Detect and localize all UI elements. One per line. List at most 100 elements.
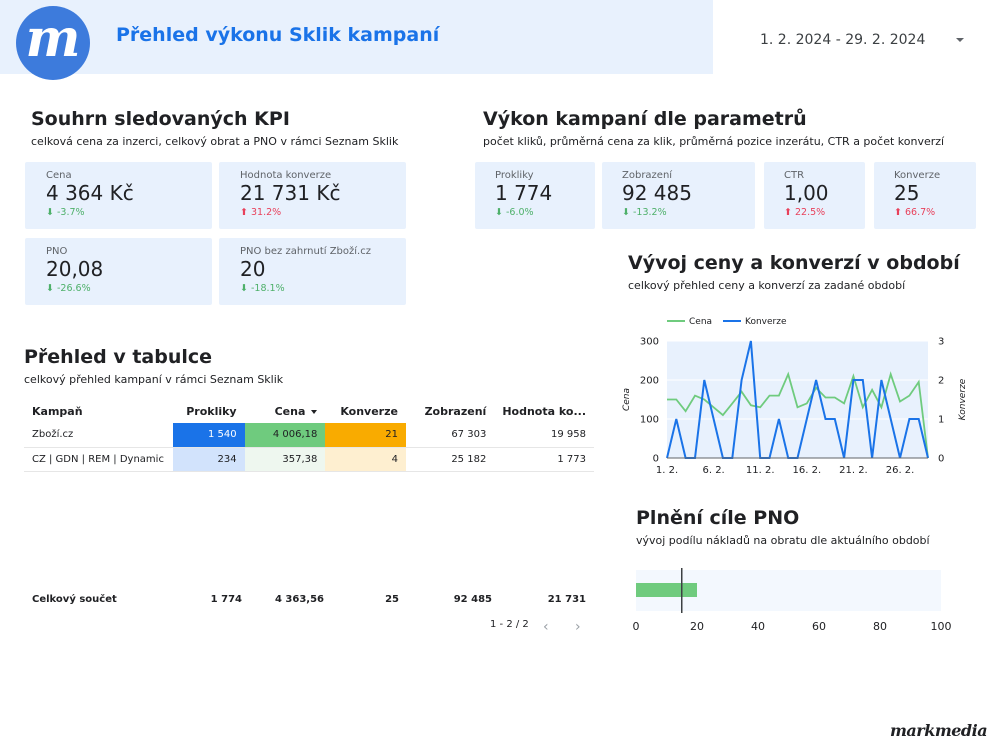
params-section-title: Výkon kampaní dle parametrů [483, 108, 807, 130]
trend-section-title: Vývoj ceny a konverzí v období [628, 252, 960, 274]
total-label: Celkový součet [32, 594, 117, 605]
table-total-row: Celkový součet 1 774 4 363,56 25 92 485 … [24, 594, 594, 610]
x-tick-label: 6. 2. [702, 465, 724, 476]
kpi-label: Konverze [894, 170, 941, 181]
y-tick-label: 0 [653, 454, 659, 465]
kpi-delta-value: -13.2% [633, 207, 667, 218]
table-row[interactable]: Zboží.cz 1 540 4 006,18 21 67 303 19 958 [24, 423, 594, 448]
legend-label: Konverze [745, 317, 787, 327]
kpi-label: CTR [784, 170, 805, 181]
kpi-delta: ⬇ -26.6% [46, 283, 91, 294]
x-tick-label: 100 [931, 620, 952, 633]
arrow-up-icon: ⬆ [240, 207, 248, 218]
cell-cena: 357,38 [244, 447, 326, 472]
column-header-zobrazeni[interactable]: Zobrazení [424, 404, 487, 418]
cell-konverze: 21 [325, 423, 406, 448]
kpi-delta-value: 31.2% [251, 207, 282, 218]
column-header-prokliky[interactable]: Prokliky [186, 404, 237, 418]
y-tick-label: 200 [640, 376, 659, 387]
kpi-value: 92 485 [622, 181, 692, 205]
x-tick-label: 11. 2. [746, 465, 775, 476]
column-header-cena-label: Cena [274, 404, 306, 418]
kpi-label: Zobrazení [622, 170, 673, 181]
pno-actual-bar [636, 583, 697, 597]
total-hodnota-konverze: 21 731 [547, 594, 586, 605]
kpi-delta-value: -6.0% [506, 207, 534, 218]
kpi-card-cena: Cena 4 364 Kč ⬇ -3.7% [25, 162, 212, 229]
cell-hodnota-konverze: 1 773 [494, 447, 594, 472]
kpi-value: 4 364 Kč [46, 181, 134, 205]
kpi-label: PNO bez zahrnutí Zboží.cz [240, 246, 371, 257]
x-tick-label: 80 [873, 620, 887, 633]
sort-desc-icon [311, 409, 318, 414]
params-section-subtitle: počet kliků, průměrná cena za klik, prům… [483, 135, 945, 148]
cell-konverze: 4 [325, 447, 406, 472]
kpi-value: 1,00 [784, 181, 829, 205]
y2-tick-label: 0 [938, 454, 944, 465]
trend-section-subtitle: celkový přehled ceny a konverzí za zadan… [628, 279, 906, 292]
column-header-cena[interactable]: Cena [245, 399, 326, 423]
brand-logo: m [16, 6, 90, 80]
column-header-konverze[interactable]: Konverze [340, 404, 398, 418]
kpi-card-pno-bez-zbozi: PNO bez zahrnutí Zboží.cz 20 ⬇ -18.1% [219, 238, 406, 305]
x-tick-label: 60 [812, 620, 826, 633]
brand-watermark: markmedia [890, 721, 988, 740]
kpi-section-title: Souhrn sledovaných KPI [31, 108, 290, 130]
x-tick-label: 16. 2. [793, 465, 822, 476]
date-range-picker[interactable]: 1. 2. 2024 - 29. 2. 2024 [760, 32, 926, 48]
kpi-delta: ⬆ 31.2% [240, 207, 281, 218]
kpi-label: PNO [46, 246, 68, 257]
arrow-up-icon: ⬆ [784, 207, 792, 218]
arrow-down-icon: ⬇ [46, 207, 54, 218]
logo-letter: m [25, 8, 81, 69]
cell-hodnota-konverze: 19 958 [494, 423, 594, 448]
column-header-kampan[interactable]: Kampaň [32, 404, 83, 418]
kpi-section-subtitle: celková cena za inzerci, celkový obrat a… [31, 135, 399, 148]
arrow-down-icon: ⬇ [622, 207, 630, 218]
y-tick-label: 300 [640, 337, 659, 348]
kpi-value: 20 [240, 257, 266, 281]
cell-prokliky: 1 540 [172, 423, 245, 448]
y2-tick-label: 3 [938, 337, 944, 348]
kpi-delta-value: -18.1% [251, 283, 285, 294]
y-axis-label: Cena [622, 388, 632, 411]
kpi-value: 20,08 [46, 257, 104, 281]
campaign-table: Kampaň Prokliky Cena Konverze Zobrazení … [24, 399, 594, 472]
arrow-down-icon: ⬇ [240, 283, 248, 294]
kpi-delta-value: -26.6% [57, 283, 91, 294]
y-tick-label: 100 [640, 415, 659, 426]
header-banner [0, 0, 713, 74]
page-title: Přehled výkonu Sklik kampaní [116, 24, 440, 46]
kpi-delta: ⬇ -18.1% [240, 283, 285, 294]
kpi-card-konverze: Konverze 25 ⬆ 66.7% [874, 162, 976, 229]
column-header-hodnota-konverze[interactable]: Hodnota ko... [502, 404, 586, 418]
chevron-down-icon[interactable] [956, 38, 964, 42]
x-tick-label: 21. 2. [839, 465, 868, 476]
cell-kampan: CZ | GDN | REM | Dynamic [24, 447, 173, 472]
x-tick-label: 20 [690, 620, 704, 633]
pagination-info: 1 - 2 / 2 [490, 619, 529, 630]
y2-axis-label: Konverze [958, 378, 968, 420]
cell-cena: 4 006,18 [244, 423, 326, 448]
pno-section-title: Plnění cíle PNO [636, 507, 800, 529]
chevron-left-icon[interactable]: ‹ [543, 619, 549, 635]
total-konverze: 25 [385, 594, 399, 605]
kpi-delta: ⬇ -3.7% [46, 207, 85, 218]
table-header-row: Kampaň Prokliky Cena Konverze Zobrazení … [24, 399, 594, 423]
kpi-card-ctr: CTR 1,00 ⬆ 22.5% [764, 162, 865, 229]
chevron-right-icon[interactable]: › [575, 619, 581, 635]
kpi-value: 1 774 [495, 181, 553, 205]
kpi-label: Prokliky [495, 170, 534, 181]
cell-kampan: Zboží.cz [24, 423, 173, 448]
cell-zobrazeni: 25 182 [405, 447, 495, 472]
y2-tick-label: 2 [938, 376, 944, 387]
kpi-label: Cena [46, 170, 72, 181]
trend-line-chart: 0 100 200 300 0 1 2 3 1. 2. 6. 2. 11. 2. 16. 2. 21. … [622, 317, 968, 476]
table-section-subtitle: celkový přehled kampaní v rámci Seznam S… [24, 373, 284, 386]
kpi-value: 21 731 Kč [240, 181, 341, 205]
x-tick-label: 26. 2. [886, 465, 915, 476]
kpi-value: 25 [894, 181, 920, 205]
table-row[interactable]: CZ | GDN | REM | Dynamic 234 357,38 4 25… [24, 447, 594, 472]
plot-area [667, 341, 928, 458]
total-cena: 4 363,56 [274, 594, 324, 605]
